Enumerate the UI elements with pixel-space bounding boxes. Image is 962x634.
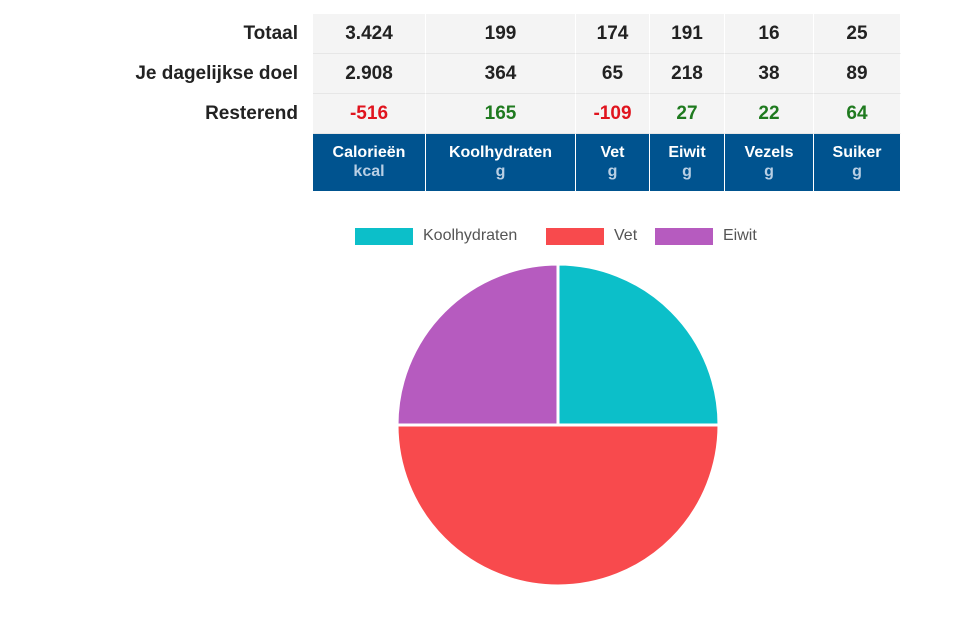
col-header-vet: Vet g (576, 134, 650, 191)
resterend-koolhydraten: 165 (426, 94, 576, 134)
col-header-suiker-unit: g (852, 163, 862, 180)
col-header-vet-name: Vet (600, 144, 625, 161)
doel-koolhydraten: 364 (426, 54, 576, 94)
resterend-calorieen: -516 (313, 94, 426, 134)
doel-vezels: 38 (725, 54, 814, 94)
totaal-koolhydraten: 199 (426, 14, 576, 54)
resterend-eiwit: 27 (650, 94, 725, 134)
col-header-koolhydraten: Koolhydraten g (426, 134, 576, 191)
col-header-eiwit: Eiwit g (650, 134, 725, 191)
col-header-eiwit-unit: g (682, 163, 692, 180)
legend-label-eiwit: Eiwit (723, 227, 757, 244)
doel-vet: 65 (576, 54, 650, 94)
pie-slice-vet[interactable] (395, 423, 721, 588)
doel-eiwit: 218 (650, 54, 725, 94)
legend-label-koolhydraten: Koolhydraten (423, 227, 518, 244)
col-header-vezels-unit: g (764, 163, 774, 180)
pie-slice-eiwit[interactable] (395, 262, 560, 427)
col-header-vet-unit: g (607, 163, 618, 180)
col-header-vezels: Vezels g (725, 134, 814, 191)
totaal-eiwit: 191 (650, 14, 725, 54)
legend-label-vet: Vet (614, 227, 638, 244)
legend-swatch-koolhydraten (355, 228, 413, 245)
totaal-vezels: 16 (725, 14, 814, 54)
legend-swatch-eiwit (655, 228, 713, 245)
doel-suiker: 89 (814, 54, 901, 94)
totaal-vet: 174 (576, 14, 650, 54)
doel-calorieen: 2.908 (313, 54, 426, 94)
pie-chart (395, 262, 721, 588)
col-header-koolhydraten-name: Koolhydraten (448, 144, 553, 161)
col-header-calorieen-name: Calorieën (332, 144, 406, 161)
row-label-resterend: Resterend (205, 103, 298, 124)
resterend-vezels: 22 (725, 94, 814, 134)
row-label-totaal: Totaal (243, 23, 298, 44)
totaal-calorieen: 3.424 (313, 14, 426, 54)
resterend-vet: -109 (576, 94, 650, 134)
col-header-koolhydraten-unit: g (495, 163, 506, 180)
col-header-calorieen: Calorieën kcal (313, 134, 426, 191)
legend-swatch-vet (546, 228, 604, 245)
col-header-eiwit-name: Eiwit (668, 144, 706, 161)
col-header-suiker: Suiker g (814, 134, 901, 191)
pie-slice-koolhydraten[interactable] (556, 262, 721, 427)
col-header-suiker-name: Suiker (832, 144, 882, 161)
row-label-dagelijkse-doel: Je dagelijkse doel (135, 63, 298, 84)
col-header-calorieen-unit: kcal (353, 163, 385, 180)
resterend-suiker: 64 (814, 94, 901, 134)
col-header-vezels-name: Vezels (744, 144, 794, 161)
totaal-suiker: 25 (814, 14, 901, 54)
